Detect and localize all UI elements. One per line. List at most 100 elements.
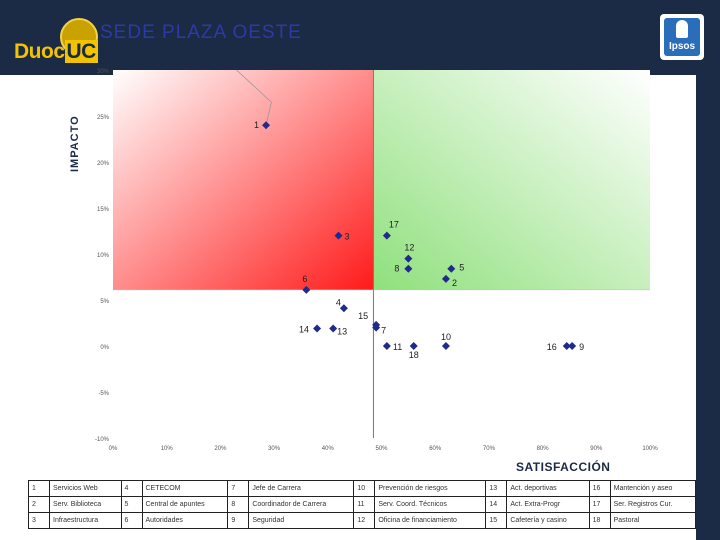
x-tick-label: 90% [590, 446, 603, 452]
y-axis-label: IMPACTO [69, 115, 81, 172]
y-tick-label: 30% [97, 69, 110, 75]
data-label: 2 [452, 278, 457, 288]
legend-number: 10 [353, 480, 376, 497]
data-point-6 [302, 285, 311, 294]
data-point-4 [339, 304, 348, 313]
legend-table: 1 Servicios Web 4 CETECOM 7 Jefe de Carrera 10… [28, 480, 697, 529]
data-label: 9 [579, 342, 584, 352]
legend-item-label: Ser. Registros Cur. [609, 496, 697, 513]
data-point-13 [329, 324, 338, 333]
y-tick-label: -10% [95, 437, 110, 443]
ipsos-logo: Ipsos [660, 14, 704, 60]
legend-number: 2 [28, 496, 50, 513]
legend-number: 8 [227, 496, 250, 513]
legend-number: 18 [588, 512, 611, 529]
data-point-10 [441, 342, 450, 350]
x-tick-label: 70% [483, 446, 496, 452]
legend-row: 2 Serv. Biblioteca 5 Central de apuntes 8 Coo… [28, 496, 697, 513]
legend-item-label: Cafetería y casino [506, 512, 590, 529]
x-tick-label: 30% [268, 446, 281, 452]
legend-item-label: CETECOM [141, 480, 229, 497]
legend-item-label: Prevención de riesgos [374, 480, 487, 497]
legend-number: 12 [353, 512, 376, 529]
legend-item-label: Oficina de financiamiento [374, 512, 487, 529]
data-label: 6 [302, 274, 307, 284]
ipsos-logo-text: Ipsos [668, 41, 696, 52]
data-point-17 [382, 231, 391, 240]
data-label: 4 [336, 297, 341, 307]
data-label: 10 [441, 332, 451, 342]
legend-number: 17 [588, 496, 611, 513]
x-tick-label: 20% [214, 446, 227, 452]
data-point-8 [404, 264, 413, 273]
data-label: 13 [337, 327, 347, 337]
data-label: 14 [299, 325, 309, 335]
legend-number: 5 [120, 496, 143, 513]
data-point-1 [262, 121, 271, 130]
quadrant-high-impact-low-satisfaction [113, 70, 374, 290]
legend-item-label: Act. Extra-Progr [506, 496, 590, 513]
y-tick-label: 20% [97, 161, 110, 167]
legend-number: 16 [588, 480, 611, 497]
legend-number: 11 [353, 496, 376, 513]
y-tick-label: 5% [100, 299, 109, 305]
y-tick-label: -5% [98, 391, 109, 397]
data-point-11 [382, 342, 391, 350]
legend-item-label: Autoridades [141, 512, 229, 529]
x-tick-label: 50% [375, 446, 388, 452]
data-label: 5 [459, 263, 464, 273]
legend-number: 7 [227, 480, 250, 497]
data-point-5 [447, 264, 456, 273]
data-point-16 [562, 342, 571, 350]
right-frame-strip [696, 75, 720, 540]
x-tick-label: 10% [161, 446, 174, 452]
legend-item-label: Serv. Biblioteca [49, 496, 122, 513]
legend-number: 6 [120, 512, 143, 529]
y-tick-label: 0% [100, 345, 109, 351]
duoc-logo-text: DuocUC [14, 40, 98, 63]
x-tick-label: 0% [109, 446, 118, 452]
legend-number: 1 [28, 480, 50, 497]
legend-number: 13 [485, 480, 508, 497]
data-label: 16 [547, 342, 557, 352]
legend-row: 1 Servicios Web 4 CETECOM 7 Jefe de Carrera 10… [28, 480, 697, 497]
legend-item-label: Central de apuntes [141, 496, 229, 513]
data-label: 15 [358, 311, 368, 321]
data-point-14 [313, 324, 322, 333]
data-point-2 [441, 274, 450, 283]
x-tick-label: 100% [642, 446, 658, 452]
data-label: 12 [404, 243, 414, 253]
data-point-9 [568, 342, 577, 350]
x-axis-label: SATISFACCIÓN [516, 460, 611, 474]
legend-item-label: Serv. Coord. Técnicos [374, 496, 487, 513]
data-label: 1 [254, 120, 259, 130]
y-tick-label: 25% [97, 115, 110, 121]
data-label: 8 [394, 264, 399, 274]
data-label: 11 [393, 342, 402, 352]
x-tick-label: 80% [537, 446, 550, 452]
data-label: 18 [409, 350, 419, 360]
legend-row: 3 Infraestructura 6 Autoridades 9 Seguridad 12… [28, 512, 697, 529]
y-tick-label: 15% [97, 207, 110, 213]
leader-line [236, 69, 272, 126]
data-point-12 [404, 254, 413, 263]
x-tick-label: 40% [322, 446, 335, 452]
ipsos-mark-icon [676, 20, 688, 38]
legend-number: 14 [485, 496, 508, 513]
quadrant-high-impact-high-satisfaction [373, 70, 650, 290]
x-tick-label: 60% [429, 446, 442, 452]
page-title: SEDE PLAZA OESTE [100, 22, 302, 43]
y-tick-label: 10% [97, 253, 110, 259]
data-point-18 [409, 342, 418, 350]
legend-item-label: Servicios Web [49, 480, 122, 497]
data-label: 3 [345, 232, 350, 242]
legend-item-label: Infraestructura [49, 512, 122, 529]
legend-number: 3 [28, 512, 50, 529]
header-bar: DuocUC SEDE PLAZA OESTE Ipsos [0, 0, 720, 75]
legend-number: 4 [120, 480, 143, 497]
legend-item-label: Act. deportivas [506, 480, 590, 497]
legend-item-label: Jefe de Carrera [248, 480, 355, 497]
data-point-7 [372, 323, 381, 332]
data-point-3 [334, 231, 343, 240]
